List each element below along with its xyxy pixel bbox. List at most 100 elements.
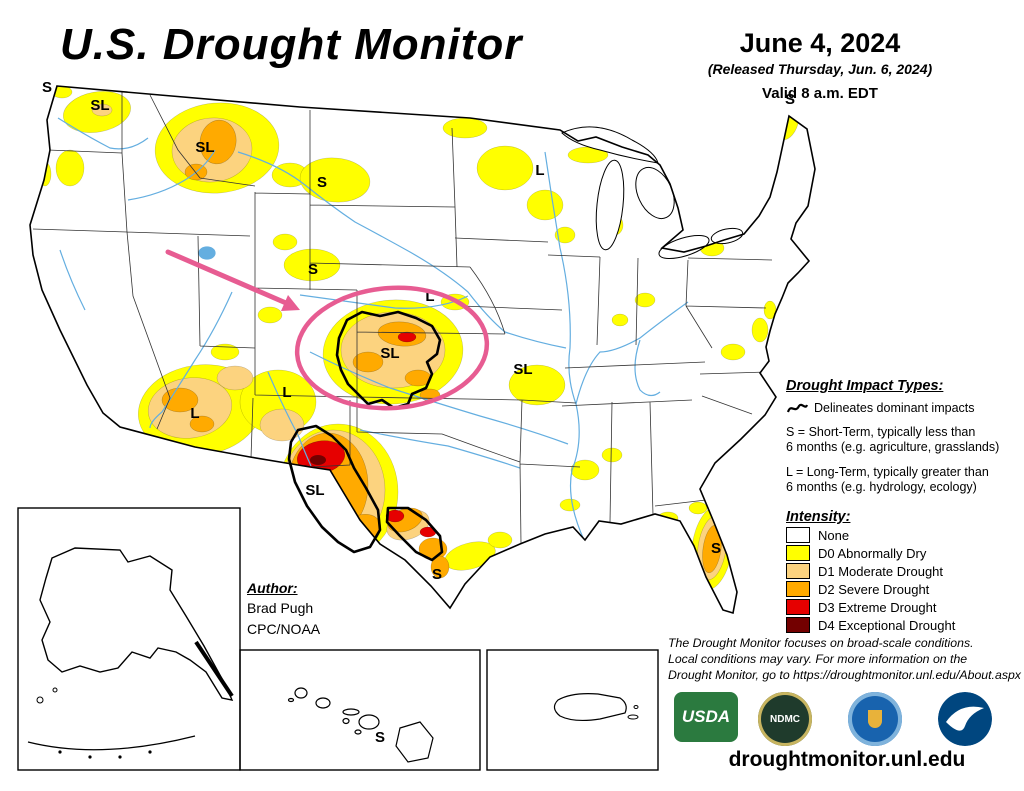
- impact-outlines: [287, 310, 444, 562]
- commerce-shield-icon: [868, 710, 882, 728]
- patch: [216, 365, 254, 391]
- patch: [199, 119, 237, 165]
- patch: [397, 331, 417, 343]
- impact-label: S: [375, 729, 385, 746]
- island-vieques: [627, 714, 639, 720]
- patch: [189, 415, 215, 433]
- impact-outline-south-texas: [385, 506, 444, 562]
- puerto-rico-inset-box: [486, 649, 659, 771]
- patch: [385, 509, 405, 523]
- state-borders: [32, 90, 773, 545]
- impact-label: S: [308, 261, 318, 278]
- patch: [442, 117, 488, 139]
- annotation-ellipse: [294, 285, 490, 411]
- legend-label: D4 Exceptional Drought: [818, 617, 956, 633]
- impact-label: SL: [195, 139, 214, 156]
- impact-label: L: [282, 384, 291, 401]
- patch: [272, 233, 298, 251]
- impact-label: SL: [90, 97, 109, 114]
- commerce-seal-logo: [848, 692, 902, 746]
- disclaimer-line1: The Drought Monitor focuses on broad-sca…: [668, 636, 974, 650]
- great-salt-lake: [198, 246, 216, 260]
- map-date: June 4, 2024: [739, 28, 901, 58]
- legend-item-d2: D2 Severe Drought: [786, 581, 1024, 597]
- disclaimer: The Drought Monitor focuses on broad-sca…: [668, 636, 1024, 684]
- island-kahoolawe: [354, 729, 362, 735]
- patch: [688, 501, 708, 515]
- short-term-line2: 6 months (e.g. agriculture, grasslands): [786, 440, 1000, 454]
- patch: [283, 248, 341, 282]
- legend-label: D0 Abnormally Dry: [818, 545, 927, 561]
- legend-label: None: [818, 527, 850, 543]
- patch: [299, 157, 371, 203]
- island-maui: [358, 714, 380, 730]
- island: [118, 755, 122, 759]
- author-heading: Author:: [247, 580, 298, 596]
- page-title: U.S. Drought Monitor: [60, 20, 523, 69]
- patch: [487, 531, 513, 549]
- state-lines: [32, 90, 773, 545]
- great-lakes: [561, 126, 744, 259]
- patch: [526, 189, 564, 221]
- patch: [259, 408, 305, 442]
- patch: [257, 306, 283, 324]
- short-term-line1: S = Short-Term, typically less than: [786, 425, 976, 439]
- patch: [751, 317, 769, 343]
- impact-types-heading: Drought Impact Types:: [786, 378, 944, 394]
- river: [57, 117, 689, 541]
- island-culebra: [633, 705, 639, 709]
- patch: [91, 103, 113, 117]
- patch: [476, 145, 534, 191]
- disclaimer-line3: Drought Monitor, go to https://droughtmo…: [668, 667, 1021, 682]
- annotations: [165, 249, 490, 411]
- impact-label: S: [42, 79, 52, 96]
- impact-label: S: [711, 540, 721, 557]
- author-block: Author: Brad Pugh CPC/NOAA: [247, 578, 320, 639]
- annotation-arrowhead: [281, 295, 300, 311]
- legend-swatch-d2: [786, 581, 810, 597]
- alaska-panhandle: [194, 640, 234, 698]
- patch: [634, 292, 656, 308]
- patch: [55, 149, 85, 187]
- usda-logo: USDA: [674, 692, 738, 742]
- legend-swatch-d1: [786, 563, 810, 579]
- impact-label: S: [317, 174, 327, 191]
- delineation-squiggle-icon: [786, 403, 808, 413]
- lake-ontario: [710, 227, 744, 245]
- patch: [570, 459, 600, 481]
- patch: [508, 364, 566, 406]
- patch: [352, 351, 384, 373]
- island-lanai: [342, 717, 350, 725]
- legend-item-d3: D3 Extreme Drought: [786, 599, 1024, 615]
- island: [52, 687, 58, 693]
- noaa-emblem-icon: [938, 692, 992, 746]
- short-term-definition: S = Short-Term, typically less than 6 mo…: [786, 425, 1024, 455]
- island: [88, 755, 92, 759]
- puerto-rico-inset: [486, 649, 659, 771]
- alaska-inset: [17, 507, 241, 771]
- legend-item-none: None: [786, 527, 1024, 543]
- patch: [720, 343, 746, 361]
- impact-label: S: [785, 91, 795, 108]
- date-block: June 4, 2024 (Released Thursday, Jun. 6,…: [650, 28, 990, 102]
- island-oahu: [315, 697, 331, 709]
- alaska-outline: [39, 547, 234, 701]
- aleutian-islands: [27, 735, 196, 751]
- legend-label: D2 Severe Drought: [818, 581, 930, 597]
- long-term-line2: 6 months (e.g. hydrology, ecology): [786, 480, 977, 494]
- legend-swatch-none: [786, 527, 810, 543]
- noaa-logo: [938, 692, 992, 746]
- impact-label: SL: [513, 361, 532, 378]
- impact-label: SL: [380, 345, 399, 362]
- puerto-rico-outline: [553, 693, 627, 722]
- intensity-heading: Intensity:: [786, 509, 851, 525]
- valid-time: Valid 8 a.m. EDT: [762, 85, 878, 102]
- conus-outline: [29, 85, 816, 615]
- patch: [601, 447, 623, 463]
- lake-michigan: [595, 159, 625, 251]
- legend-item-d1: D1 Moderate Drought: [786, 563, 1024, 579]
- patch: [161, 387, 199, 413]
- island-molokai: [342, 708, 360, 716]
- legend-label: D1 Moderate Drought: [818, 563, 944, 579]
